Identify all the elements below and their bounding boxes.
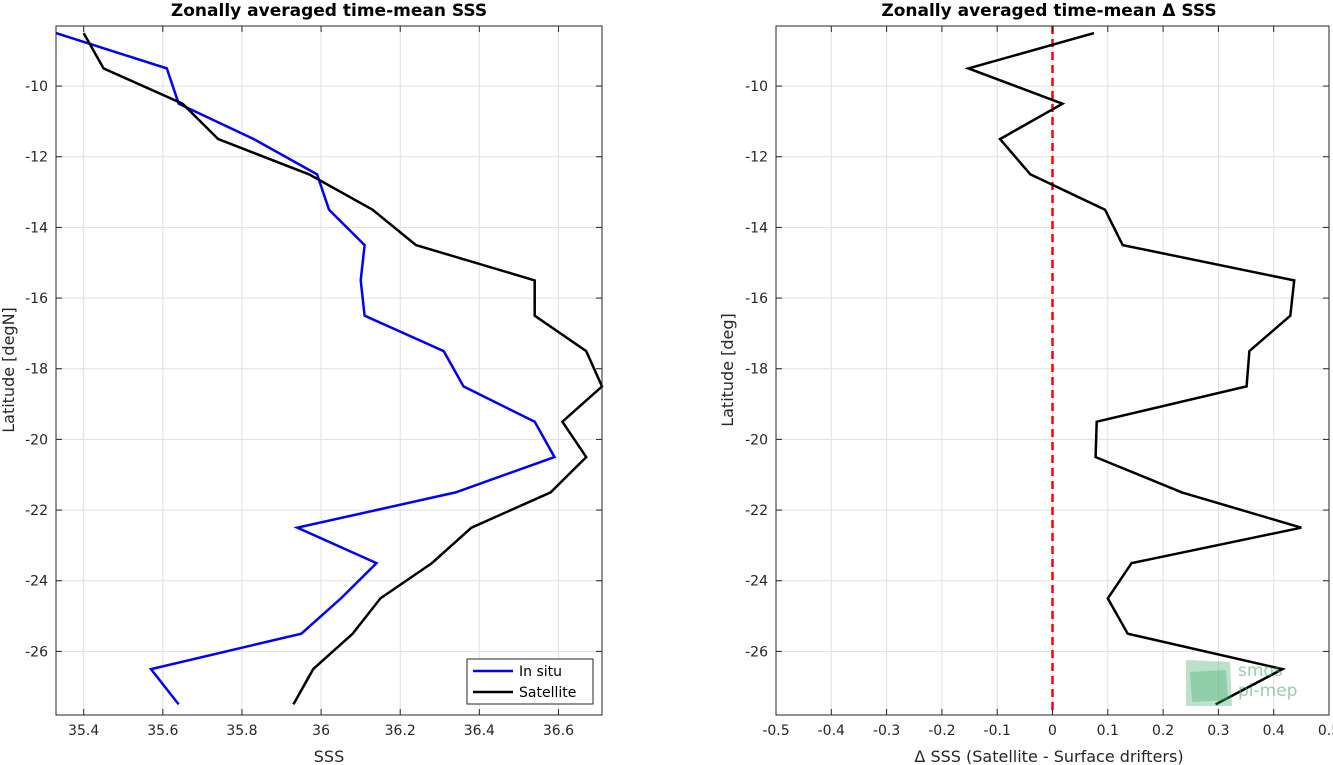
series-line-satellite [82, 32, 604, 706]
delta-xtick-label: -0.3 [873, 723, 900, 739]
delta-ytick-label: -18 [745, 362, 768, 378]
smos-pi-mep-logo: smos pi-mep [1186, 660, 1297, 706]
sss-ytick-label: -24 [25, 574, 48, 590]
series-line-delta-sss [964, 31, 1302, 706]
delta-ylabel: Latitude [deg] [718, 313, 737, 427]
delta-xtick-label: 0 [1048, 723, 1057, 739]
delta-ticks: -0.5 -0.4 -0.3 -0.2 -0.1 0 0.1 0.2 0.3 0.4 0.5 -10 -… [745, 26, 1333, 739]
series-line-in-situ [55, 31, 557, 706]
delta-ytick-label: -14 [745, 220, 768, 236]
sss-ytick-label: -20 [25, 432, 48, 448]
sss-xtick-label: 35.8 [226, 723, 257, 739]
delta-xlabel: Δ SSS (Satellite - Surface drifters) [914, 747, 1183, 765]
sss-xtick-label: 36.4 [464, 723, 495, 739]
sss-xtick-label: 35.6 [147, 723, 178, 739]
sss-ytick-label: -22 [25, 503, 48, 519]
delta-xtick-label: 0.5 [1318, 723, 1333, 739]
sss-xlabel: SSS [314, 747, 344, 765]
logo-text-smos: smos [1238, 661, 1283, 681]
sss-ylabel: Latitude [degN] [0, 307, 18, 433]
delta-xtick-label: 0.4 [1263, 723, 1285, 739]
delta-xtick-label: -0.1 [984, 723, 1011, 739]
sss-ytick-label: -16 [25, 291, 48, 307]
delta-xtick-label: 0.3 [1207, 723, 1229, 739]
sss-ytick-label: -12 [25, 150, 48, 166]
sss-legend: In situ Satellite [466, 658, 594, 705]
sss-xtick-label: 35.4 [68, 723, 99, 739]
legend-in-situ-label: In situ [519, 664, 562, 680]
delta-title: Zonally averaged time-mean Δ SSS [881, 1, 1216, 21]
delta-xtick-label: 0.2 [1152, 723, 1174, 739]
sss-title: Zonally averaged time-mean SSS [171, 1, 487, 21]
sss-ytick-label: -18 [25, 362, 48, 378]
delta-ytick-label: -12 [745, 150, 768, 166]
delta-xtick-label: 0.1 [1097, 723, 1119, 739]
sss-ytick-label: -14 [25, 220, 48, 236]
sss-xtick-label: 36.6 [543, 723, 574, 739]
delta-ytick-label: -26 [745, 644, 768, 660]
sss-xtick-label: 36.2 [385, 723, 416, 739]
sss-lines [55, 31, 604, 706]
delta-xtick-label: -0.2 [928, 723, 955, 739]
sss-ticks: 35.4 35.6 35.8 36 36.2 36.4 36.6 -10 -12 -14 -16 -1… [25, 26, 602, 739]
delta-ytick-label: -16 [745, 291, 768, 307]
delta-ytick-label: -20 [745, 432, 768, 448]
delta-lines [964, 26, 1302, 715]
delta-ytick-label: -24 [745, 574, 768, 590]
logo-text-pi-mep: pi-mep [1238, 681, 1297, 701]
legend-satellite-label: Satellite [519, 685, 576, 701]
delta-sss-panel: -0.5 -0.4 -0.3 -0.2 -0.1 0 0.1 0.2 0.3 0.4 0.5 -10 -… [718, 1, 1333, 765]
sss-plot-area [56, 26, 602, 715]
sss-axes-box [55, 25, 603, 716]
legend-box [466, 658, 594, 705]
logo-mark-icon [1186, 660, 1232, 706]
sss-ytick-label: -10 [25, 79, 48, 95]
delta-xtick-label: -0.5 [762, 723, 789, 739]
sss-xtick-label: 36 [312, 723, 330, 739]
delta-ytick-label: -22 [745, 503, 768, 519]
logo-mark-inner-icon [1190, 670, 1228, 702]
sss-ytick-label: -26 [25, 644, 48, 660]
delta-xtick-label: -0.4 [818, 723, 845, 739]
delta-ytick-label: -10 [745, 79, 768, 95]
sss-panel: 35.4 35.6 35.8 36 36.2 36.4 36.6 -10 -12 -14 -16 -1… [0, 1, 604, 765]
